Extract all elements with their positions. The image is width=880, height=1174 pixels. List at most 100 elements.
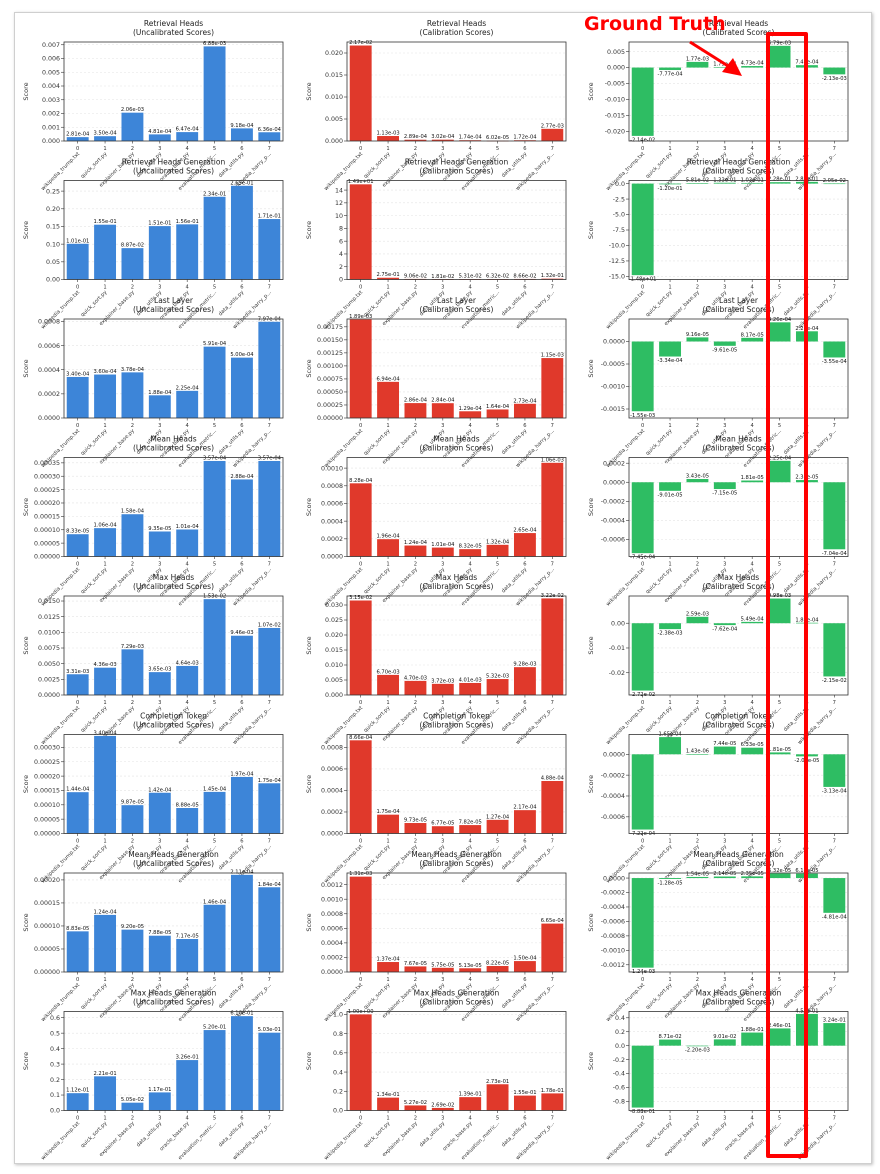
data-label: 5.00e-04 (230, 352, 254, 358)
y-tick-label: 0.010 (325, 662, 343, 669)
data-label: -3.13e-04 (822, 788, 848, 794)
x-tick-index: 2 (414, 146, 417, 152)
data-label: 1.96e-04 (376, 534, 400, 540)
chart-subtitle: (Calibrated Scores) (703, 582, 775, 591)
chart-subtitle: (Uncalibrated Scores) (133, 167, 214, 176)
bar (404, 966, 427, 972)
x-tick-index: 7 (551, 146, 554, 152)
y-tick-label: 0.020 (325, 50, 343, 57)
data-label: 2.88e-04 (230, 474, 254, 480)
bar (258, 783, 281, 834)
bar (768, 182, 791, 184)
data-label: 1.71e-01 (258, 214, 281, 220)
y-tick-label: 8 (339, 226, 343, 233)
y-tick-label: -0.0004 (601, 518, 625, 525)
plot-frame (63, 41, 284, 142)
x-tick-index: 3 (441, 285, 444, 291)
bar (486, 544, 509, 557)
data-label: 9.18e-04 (230, 123, 254, 129)
chart-subtitle: (Calibrated Scores) (703, 305, 775, 314)
bar (686, 1045, 709, 1047)
x-tick-index: 2 (131, 700, 134, 706)
y-tick-label: -0.0015 (601, 406, 625, 413)
x-tick-index: 6 (240, 977, 243, 983)
y-tick-label: 0.0008 (321, 745, 343, 752)
data-label: 1.75e-04 (376, 809, 400, 815)
bar (459, 1097, 482, 1111)
x-tick-index: 4 (469, 562, 473, 568)
y-tick-label: -0.0008 (601, 933, 625, 940)
x-tick-index: 7 (268, 423, 271, 429)
data-label: 1.74e-04 (459, 135, 483, 141)
data-label: 2.28e-01 (768, 177, 791, 183)
y-tick-label: 0.00015 (34, 514, 60, 521)
y-tick-label: 0.00100 (317, 363, 343, 370)
bar (203, 599, 226, 695)
x-tick-index: 3 (441, 700, 444, 706)
chart-subtitle: (Uncalibrated Scores) (133, 998, 214, 1007)
x-tick-index: 2 (131, 839, 134, 845)
bar (823, 1023, 846, 1046)
data-label: 1.88e-01 (741, 1027, 764, 1033)
chart-title: Mean Heads Generation (693, 850, 784, 859)
bar (66, 243, 89, 280)
data-label: 2.73e-01 (486, 1079, 509, 1085)
data-label: 9.46e-03 (230, 630, 253, 636)
y-tick-label: 0.00000 (317, 415, 343, 422)
bar (258, 1032, 281, 1111)
y-tick-label: 0.0004 (321, 518, 343, 525)
bar (66, 137, 89, 141)
bar (176, 1060, 199, 1111)
bar (404, 403, 427, 418)
bar (823, 878, 846, 913)
y-tick-label: -0.0012 (601, 962, 625, 969)
x-tick-index: 6 (523, 423, 526, 429)
x-tick-index: 0 (641, 700, 644, 706)
y-tick-label: 0.15 (46, 224, 60, 231)
bar (230, 128, 253, 141)
bar (377, 814, 400, 834)
data-label: 1.56e-01 (176, 219, 199, 225)
y-tick-label: 4 (339, 251, 343, 258)
x-tick-index: 1 (103, 1116, 106, 1122)
y-tick-label: -0.2 (613, 1057, 625, 1064)
data-label: 3.43e-05 (686, 473, 709, 479)
bar (741, 480, 764, 483)
x-tick-index: 7 (551, 977, 554, 983)
data-label: 3.31e-03 (66, 669, 89, 675)
x-tick-index: 1 (386, 285, 389, 291)
chart-title: Mean Heads (150, 435, 196, 444)
data-label: 2.86e-04 (404, 398, 428, 404)
x-tick-index: 5 (778, 700, 781, 706)
x-tick-index: 5 (778, 1116, 781, 1122)
bar (659, 482, 682, 491)
data-label: 6.77e-05 (431, 821, 454, 827)
x-tick-index: 5 (778, 562, 781, 568)
y-tick-label: 0.0000 (603, 875, 625, 882)
bar (94, 224, 117, 280)
x-tick-index: 0 (641, 562, 644, 568)
x-tick-index: 0 (359, 977, 362, 983)
x-tick-index: 4 (751, 977, 755, 983)
y-tick-label: 0.00010 (34, 802, 60, 809)
data-label: 1.53e-02 (203, 594, 226, 600)
bar (66, 376, 89, 418)
y-tick-label: -12.5 (609, 258, 625, 265)
bar (459, 968, 482, 972)
data-label: 1.27e-04 (486, 814, 510, 820)
y-tick-label: -0.0004 (601, 904, 625, 911)
x-tick-index: 5 (496, 839, 499, 845)
x-tick-index: 2 (414, 1116, 417, 1122)
x-tick-index: 3 (723, 285, 726, 291)
bar (686, 616, 709, 624)
data-label: 9.87e-05 (121, 800, 144, 806)
data-label: -7.22e-04 (630, 831, 656, 837)
bar (377, 381, 400, 418)
bar (404, 545, 427, 557)
x-tick-index: 2 (414, 977, 417, 983)
x-tick-index: 5 (496, 146, 499, 152)
x-tick-index: 6 (523, 1116, 526, 1122)
data-label: 1.84e-04 (258, 882, 282, 888)
y-tick-label: 0.20 (46, 206, 60, 213)
y-tick-label: 0.0 (615, 181, 625, 188)
